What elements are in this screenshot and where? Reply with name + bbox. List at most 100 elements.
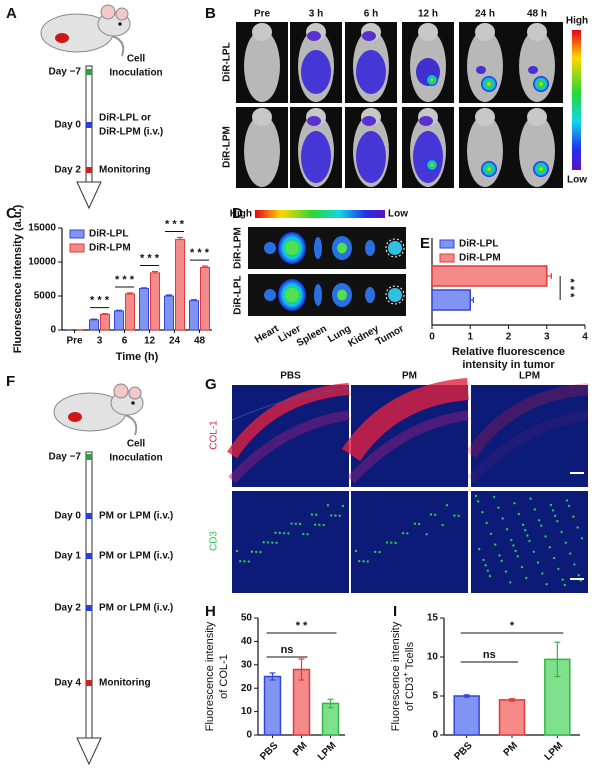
- cd3-signal: [557, 567, 560, 571]
- organ-core: [285, 240, 299, 256]
- significance-label: * * *: [90, 295, 110, 307]
- panel-label: H: [205, 603, 216, 620]
- cd3-signal: [358, 559, 361, 563]
- cd3-signal: [255, 550, 258, 554]
- timeline-arrow: [76, 737, 102, 766]
- y-tick-label: 20: [241, 683, 253, 694]
- cd3-signal: [548, 546, 552, 549]
- cd3-signal: [341, 504, 345, 508]
- timepoint-label: 12 h: [418, 9, 438, 20]
- cd3-signal: [374, 550, 377, 554]
- cd3-signal: [563, 583, 567, 587]
- cd3-signal: [516, 555, 519, 558]
- cd3-signal: [524, 529, 527, 532]
- cd3-signal: [553, 514, 557, 517]
- cd3-signal: [334, 514, 337, 517]
- x-tick-label: Pre: [66, 336, 83, 347]
- x-tick-label: PM: [291, 740, 309, 758]
- tumor-outline: [385, 238, 405, 258]
- timeline-marker: [86, 454, 92, 460]
- y-tick-label: 50: [241, 613, 253, 624]
- bar: [175, 239, 185, 331]
- collagen-signal: [341, 378, 470, 462]
- timeline-marker: [86, 553, 92, 559]
- x-axis-label: Time (h): [116, 351, 159, 363]
- cd3-signal: [482, 558, 485, 562]
- collagen-signal: [467, 410, 589, 484]
- event-label: Monitoring: [99, 678, 151, 689]
- cd3-signal: [243, 560, 246, 563]
- day-label: Day 1: [54, 551, 81, 562]
- group-label: PBS: [280, 371, 301, 382]
- cd3-signal: [239, 559, 242, 563]
- stain-label: CD3: [209, 531, 220, 551]
- y-axis-label: Fluorescence intensity: [390, 621, 402, 731]
- cd3-signal: [484, 564, 487, 567]
- cd3-signal: [271, 541, 274, 544]
- significance-label: * * *: [115, 274, 135, 286]
- mouse-head: [418, 23, 438, 41]
- cd3-signal: [541, 572, 544, 575]
- colorbar: [572, 30, 581, 170]
- cd3-signal: [514, 549, 517, 553]
- colorbar-label: High: [566, 16, 588, 27]
- cd3-signal: [556, 520, 559, 523]
- cd3-signal: [576, 526, 579, 529]
- significance-label: ns: [281, 644, 294, 656]
- timeline-marker: [86, 513, 92, 519]
- cd3-signal: [413, 522, 417, 525]
- organ: [388, 241, 402, 255]
- cd3-signal: [322, 523, 325, 527]
- timepoint-label: 48 h: [527, 9, 547, 20]
- y-axis-label-part: of COL-1: [218, 654, 230, 699]
- x-tick-label: 24: [169, 336, 181, 347]
- cd3-signal: [549, 503, 553, 507]
- cd3-signal: [577, 574, 580, 577]
- mouse-head: [252, 108, 272, 126]
- legend-swatch: [439, 239, 455, 249]
- cd3-signal: [517, 512, 520, 516]
- mouse-ear: [115, 7, 129, 21]
- y-axis-label: Fluorescence intensity: [204, 621, 216, 731]
- timeline-marker: [86, 122, 92, 128]
- mouse-head: [475, 23, 495, 41]
- legend-label: DiR-LPM: [459, 253, 501, 264]
- mouse-tail: [124, 414, 138, 436]
- histology-image: [471, 385, 588, 487]
- histology-image: [351, 491, 468, 593]
- signal: [301, 131, 331, 183]
- cd3-signal: [552, 556, 556, 560]
- x-tick-label: PBS: [258, 740, 281, 763]
- y-axis-label: Fluorescence intensity (a.u.): [12, 204, 24, 353]
- mouse-tail: [111, 35, 125, 57]
- cd3-signal: [501, 517, 504, 520]
- cd3-signal: [481, 511, 484, 514]
- cd3-signal: [326, 504, 330, 507]
- x-tick-label: 12: [144, 336, 156, 347]
- y-tick-label: 5: [432, 691, 438, 702]
- cd3-signal: [266, 541, 270, 544]
- cd3-signal: [567, 504, 571, 508]
- organ: [264, 289, 276, 301]
- cd3-signal: [287, 532, 290, 535]
- x-tick-label: 1: [467, 332, 473, 343]
- organ: [365, 287, 375, 303]
- event-label: Cell: [127, 54, 146, 65]
- event-label: DiR-LPM (i.v.): [99, 127, 163, 138]
- timepoint-label: Pre: [254, 9, 271, 20]
- bar: [125, 293, 135, 331]
- cd3-signal: [366, 560, 369, 563]
- event-label: PM or LPM (i.v.): [99, 551, 173, 562]
- cd3-signal: [485, 521, 488, 525]
- event-label: Cell: [127, 439, 146, 450]
- mouse-ear: [113, 383, 129, 399]
- x-tick-label: 4: [582, 332, 588, 343]
- legend-label: DiR-LPL: [459, 239, 498, 250]
- mouse-ear: [128, 386, 142, 400]
- cd3-signal: [561, 578, 564, 581]
- timeline-arrow: [76, 181, 102, 210]
- cd3-signal: [306, 533, 309, 536]
- x-tick-label: 2: [506, 332, 512, 343]
- cd3-signal: [429, 513, 433, 516]
- legend-label: DiR-LPL: [89, 229, 128, 240]
